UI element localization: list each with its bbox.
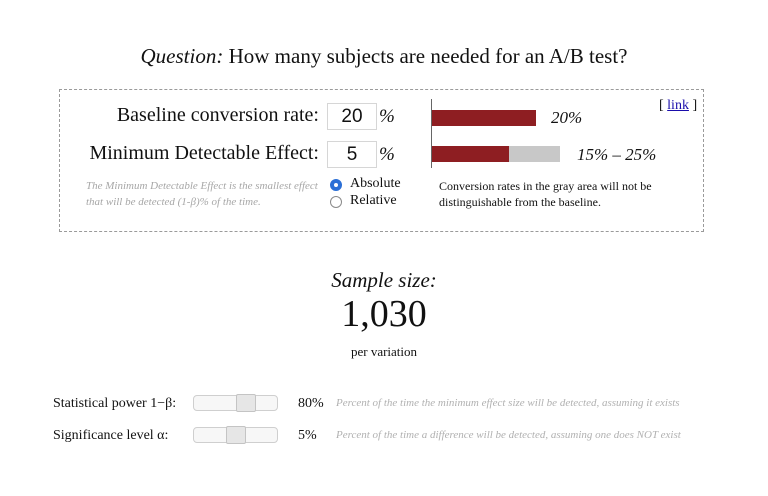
sample-size-title: Sample size:: [331, 268, 437, 292]
mde-bar: [432, 146, 560, 162]
relative-radio-label[interactable]: Relative: [350, 193, 397, 208]
significance-label: Significance level α:: [53, 428, 169, 443]
baseline-bar-fill: [432, 110, 536, 126]
baseline-bar: [432, 110, 536, 126]
power-description: Percent of the time the minimum effect s…: [336, 397, 680, 409]
mde-bar-fill: [432, 146, 509, 162]
power-slider[interactable]: [193, 394, 278, 412]
question-label: Question:: [140, 44, 224, 68]
power-value: 80%: [298, 396, 324, 411]
power-slider-thumb[interactable]: [236, 394, 256, 412]
gray-area-note: Conversion rates in the gray area will n…: [439, 179, 652, 209]
significance-slider-thumb[interactable]: [226, 426, 246, 444]
mde-label: Minimum Detectable Effect:: [89, 142, 319, 164]
power-label: Statistical power 1−β:: [53, 396, 177, 411]
mde-bar-text: 15% – 25%: [577, 145, 657, 164]
permalink[interactable]: link: [667, 98, 689, 113]
mde-unit: %: [379, 144, 395, 165]
relative-radio[interactable]: [330, 196, 342, 208]
link-wrapper: [ link ]: [659, 98, 697, 114]
sample-size-unit: per variation: [350, 344, 418, 359]
absolute-radio[interactable]: [330, 179, 342, 191]
question-heading: Question: How many subjects are needed f…: [0, 44, 768, 69]
significance-slider[interactable]: [193, 426, 278, 444]
baseline-bar-text: 20%: [551, 108, 583, 127]
effect-type-group: Absolute Relative: [330, 176, 410, 214]
link-open-bracket: [: [659, 98, 664, 113]
sample-size-value: 1,030: [341, 293, 427, 335]
input-panel: [59, 89, 704, 232]
baseline-label: Baseline conversion rate:: [116, 104, 319, 126]
mde-input[interactable]: [327, 141, 377, 168]
significance-description: Percent of the time a difference will be…: [336, 429, 681, 441]
bar-axis: [431, 99, 432, 168]
absolute-radio-label[interactable]: Absolute: [350, 176, 401, 191]
baseline-unit: %: [379, 106, 395, 127]
baseline-input[interactable]: [327, 103, 377, 130]
link-close-bracket: ]: [692, 98, 698, 113]
mde-hint: The Minimum Detectable Effect is the sma…: [86, 180, 318, 208]
significance-value: 5%: [298, 428, 317, 443]
question-text: How many subjects are needed for an A/B …: [228, 44, 628, 68]
